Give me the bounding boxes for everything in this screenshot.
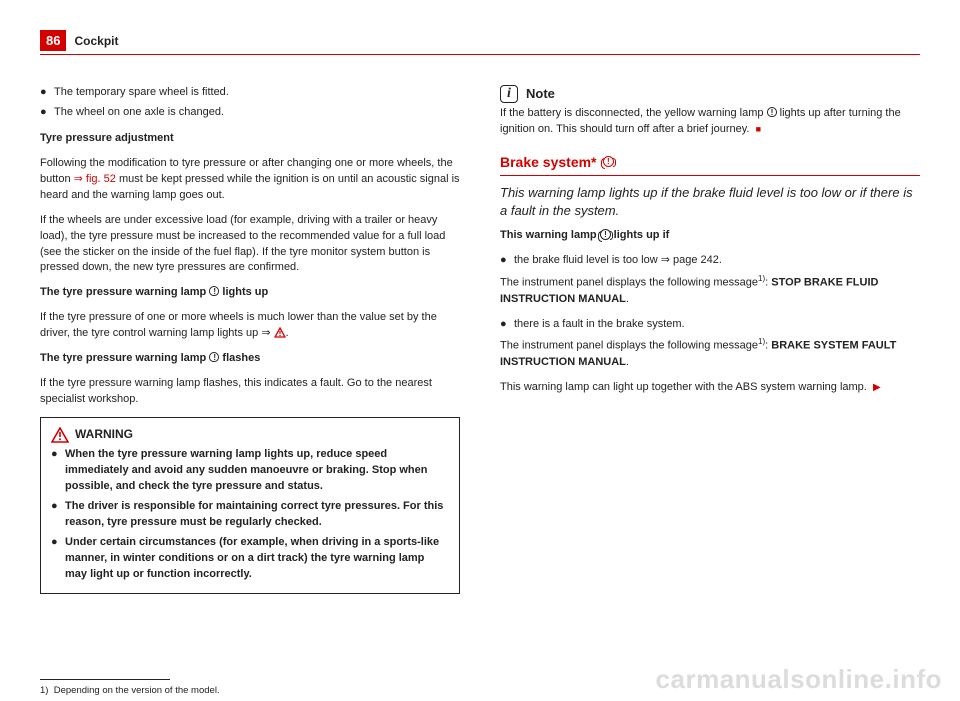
page: 86 Cockpit ● The temporary spare wheel i… — [0, 0, 960, 701]
info-icon: i — [500, 85, 518, 103]
paragraph: If the wheels are under excessive load (… — [40, 213, 460, 277]
list-item: ● The wheel on one axle is changed. — [40, 105, 460, 121]
bullet-text: The driver is responsible for maintainin… — [65, 499, 449, 531]
paragraph: The instrument panel displays the follow… — [500, 336, 920, 371]
continue-triangle-icon: ▶ — [873, 382, 881, 393]
brake-warning-icon — [600, 229, 611, 240]
paragraph: If the tyre pressure of one or more whee… — [40, 310, 460, 342]
tpms-icon — [209, 286, 219, 296]
end-square-icon: ■ — [756, 124, 761, 134]
list-item: ● The temporary spare wheel is fitted. — [40, 85, 460, 101]
subheading-tyre-adjustment: Tyre pressure adjustment — [40, 131, 460, 147]
bullet-dot: ● — [51, 499, 65, 531]
paragraph: This warning lamp can light up together … — [500, 380, 920, 396]
bullet-text: there is a fault in the brake system. — [514, 317, 685, 333]
list-item: ●The driver is responsible for maintaini… — [51, 499, 449, 531]
bullet-text: Under certain circumstances (for example… — [65, 535, 449, 583]
paragraph: If the tyre pressure warning lamp flashe… — [40, 376, 460, 408]
bullet-text: the brake fluid level is too low ⇒ page … — [514, 253, 722, 269]
footnote: 1) Depending on the version of the model… — [40, 684, 460, 698]
subheading-lamp-lights: The tyre pressure warning lamp lights up — [40, 285, 460, 301]
bullet-text: The temporary spare wheel is fitted. — [54, 85, 229, 101]
bullet-dot: ● — [500, 317, 514, 333]
fig-link[interactable]: ⇒ fig. 52 — [74, 173, 116, 185]
brake-warning-icon — [603, 156, 614, 167]
warning-triangle-icon — [51, 427, 69, 443]
bullet-dot: ● — [40, 85, 54, 101]
page-header: 86 Cockpit — [40, 30, 920, 55]
section-intro: This warning lamp lights up if the brake… — [500, 184, 920, 219]
left-column: ● The temporary spare wheel is fitted. ●… — [40, 85, 460, 698]
list-item: ● the brake fluid level is too low ⇒ pag… — [500, 253, 920, 269]
paragraph: Following the modification to tyre press… — [40, 156, 460, 204]
content-columns: ● The temporary spare wheel is fitted. ●… — [40, 85, 920, 698]
footnote-rule — [40, 679, 170, 680]
warning-box: WARNING ●When the tyre pressure warning … — [40, 417, 460, 594]
bullet-text: When the tyre pressure warning lamp ligh… — [65, 447, 449, 495]
warning-heading: WARNING — [51, 426, 449, 443]
list-item: ● there is a fault in the brake system. — [500, 317, 920, 333]
paragraph: The instrument panel displays the follow… — [500, 273, 920, 308]
bullet-dot: ● — [500, 253, 514, 269]
list-item: ●When the tyre pressure warning lamp lig… — [51, 447, 449, 495]
header-section: Cockpit — [74, 34, 118, 48]
bullet-text: The wheel on one axle is changed. — [54, 105, 224, 121]
bullet-dot: ● — [40, 105, 54, 121]
note-label: Note — [526, 85, 555, 104]
warning-triangle-icon — [274, 327, 286, 338]
bullet-dot: ● — [51, 447, 65, 495]
subheading-lamp-flashes: The tyre pressure warning lamp flashes — [40, 351, 460, 367]
tpms-icon — [767, 107, 777, 117]
page-number: 86 — [40, 30, 66, 51]
right-column: i Note If the battery is disconnected, t… — [500, 85, 920, 698]
bullet-dot: ● — [51, 535, 65, 583]
tpms-icon — [209, 352, 219, 362]
section-title-brake: Brake system* — [500, 152, 920, 176]
subheading-brake-lights: This warning lamp lights up if — [500, 228, 920, 244]
warning-title: WARNING — [75, 426, 133, 443]
watermark: carmanualsonline.info — [656, 664, 942, 695]
note-heading: i Note — [500, 85, 920, 104]
list-item: ●Under certain circumstances (for exampl… — [51, 535, 449, 583]
paragraph: If the battery is disconnected, the yell… — [500, 106, 920, 138]
